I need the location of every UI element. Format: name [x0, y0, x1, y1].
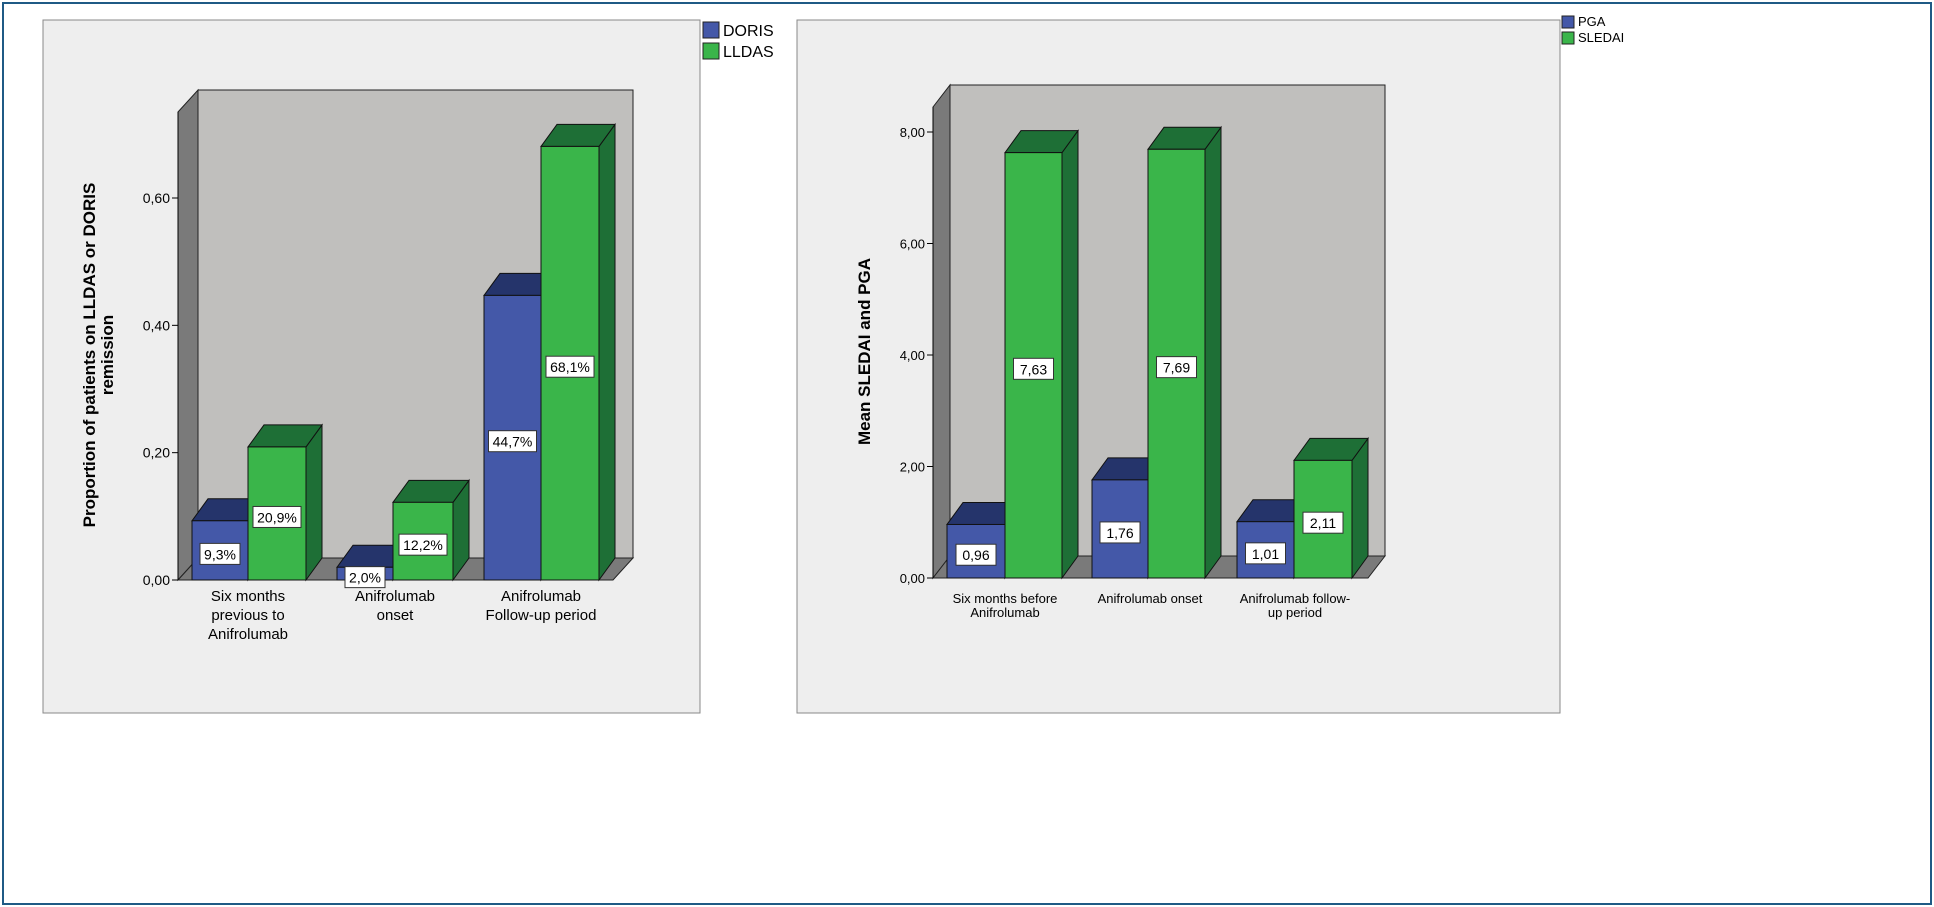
x-tick-label: Anifrolumab follow- — [1240, 591, 1351, 606]
y-axis-label: Proportion of patients on LLDAS or DORIS… — [80, 183, 117, 528]
y-tick-label: 0,60 — [143, 190, 170, 206]
data-label-box — [1156, 356, 1197, 379]
data-label: 2,11 — [1310, 515, 1336, 531]
legend-label: SLEDAI — [1578, 30, 1624, 45]
bar-side — [1061, 129, 1079, 580]
x-tick-label: onset — [377, 607, 415, 624]
bar-side — [1204, 125, 1222, 580]
legend-label: DORIS — [723, 23, 774, 40]
bar-side — [598, 122, 616, 582]
bar-sledai: 2,11 — [1293, 436, 1369, 580]
y-axis-label: Mean SLEDAI and PGA — [855, 258, 874, 445]
data-label: 68,1% — [550, 359, 590, 375]
x-tick-label: up period — [1268, 605, 1322, 620]
data-label: 20,9% — [257, 509, 297, 525]
y-tick-label: 0,00 — [900, 571, 925, 586]
y-tick-label: 6,00 — [900, 237, 925, 252]
y-tick-label: 0,20 — [143, 445, 170, 461]
chart-2: 0,00 2,00 4,00 6,00 8,00 Mean SLEDAI and PGA 0… — [796, 14, 1624, 714]
x-tick-label: Six months before — [953, 591, 1058, 606]
x-tick-label: Anifrolumab onset — [1098, 591, 1203, 606]
y-axis-label-line: Proportion of patients on LLDAS or DORIS — [80, 183, 99, 528]
x-tick-label: Anifrolumab — [208, 626, 288, 643]
x-tick-label: Anifrolumab — [355, 588, 435, 605]
data-label: 2,0% — [349, 570, 381, 586]
x-tick-label: Six months — [211, 588, 285, 605]
bar-side — [1351, 436, 1369, 580]
legend-swatch — [1561, 15, 1575, 29]
data-label: 7,63 — [1020, 361, 1047, 377]
data-label: 1,01 — [1252, 546, 1279, 562]
data-label-box — [955, 543, 997, 566]
bar-sledai: 7,69 — [1147, 125, 1222, 580]
data-label: 7,69 — [1163, 360, 1190, 376]
data-label: 9,3% — [204, 546, 236, 562]
data-label-box — [1099, 521, 1141, 544]
y-tick-label: 0,40 — [143, 317, 170, 333]
bar-lldas: 20,9% — [247, 423, 323, 582]
data-label: 1,76 — [1106, 525, 1133, 541]
data-label-box — [252, 505, 302, 528]
chart-1: 0,00 0,20 0,40 0,60 Proportion of patients o… — [42, 19, 774, 714]
data-label-box — [398, 533, 448, 556]
y-tick-label: 0,00 — [143, 572, 170, 588]
side-wall — [932, 83, 951, 580]
data-label-box — [545, 355, 595, 378]
legend-swatch — [702, 42, 720, 60]
x-tick-label: previous to — [211, 607, 284, 624]
bar-lldas: 68,1% — [540, 122, 616, 582]
data-label: 0,96 — [962, 547, 989, 563]
data-label: 44,7% — [493, 434, 533, 450]
data-label: 12,2% — [403, 537, 443, 553]
y-tick-label: 4,00 — [900, 348, 925, 363]
bar-side — [305, 423, 323, 582]
legend-swatch — [702, 21, 720, 39]
y-tick-label: 8,00 — [900, 125, 925, 140]
x-tick-label: Anifrolumab — [970, 605, 1039, 620]
data-label-box — [1245, 542, 1286, 565]
data-label-box — [344, 566, 386, 589]
data-label-box — [488, 430, 537, 453]
bar-sledai: 7,63 — [1004, 129, 1079, 580]
legend-swatch — [1561, 31, 1575, 45]
data-label-box — [1013, 357, 1054, 380]
data-label-box — [1302, 511, 1344, 534]
side-wall — [177, 88, 199, 582]
bar-lldas: 12,2% — [392, 478, 470, 582]
y-tick-label: 2,00 — [900, 460, 925, 475]
data-label-box — [199, 542, 241, 565]
legend-label: LLDAS — [723, 44, 774, 61]
legend-label: PGA — [1578, 14, 1606, 29]
x-tick-label: Follow-up period — [486, 607, 597, 624]
y-axis-label-line: remission — [98, 315, 117, 395]
x-tick-label: Anifrolumab — [501, 588, 581, 605]
